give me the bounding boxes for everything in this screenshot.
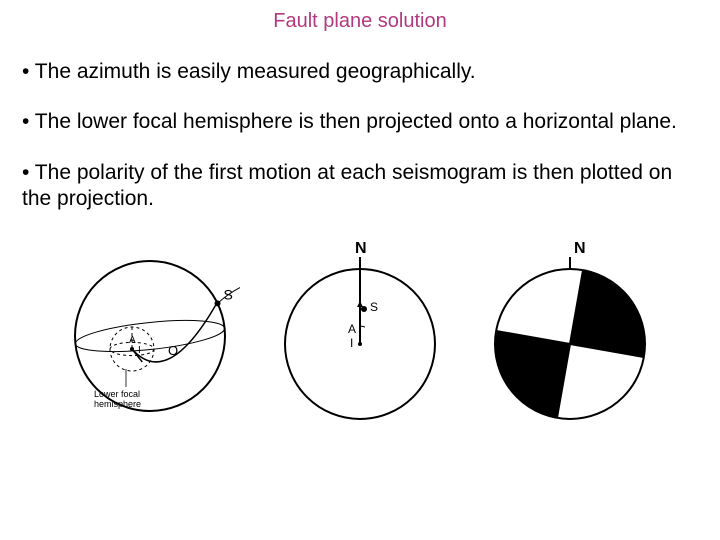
diagram-raypath: SAIOLower focalhemisphere [60,241,240,431]
bullet-3: • The polarity of the first motion at ea… [22,160,698,213]
svg-text:S: S [370,300,378,314]
content-area: • The azimuth is easily measured geograp… [0,41,720,436]
svg-text:hemisphere: hemisphere [94,399,141,409]
raypath-svg: SAIOLower focalhemisphere [60,241,240,431]
diagram-row: SAIOLower focalhemisphere NAIS N [22,236,698,436]
svg-text:O: O [168,343,178,358]
bullet-2: • The lower focal hemisphere is then pro… [22,109,698,135]
diagram-projection: N AI S [270,236,450,436]
svg-text:I: I [138,345,141,356]
svg-text:N: N [574,240,586,257]
page-title: Fault plane solution [0,0,720,41]
svg-text:A: A [348,322,356,336]
title-text: Fault plane solution [273,10,446,32]
beachball-svg: N [480,236,660,436]
projection-svg: N AI S [270,236,450,436]
svg-text:I: I [350,336,353,350]
svg-text:Lower focal: Lower focal [94,389,140,399]
diagram-beachball: N [480,236,660,436]
bullet-1: • The azimuth is easily measured geograp… [22,59,698,85]
svg-text:N: N [355,240,367,257]
